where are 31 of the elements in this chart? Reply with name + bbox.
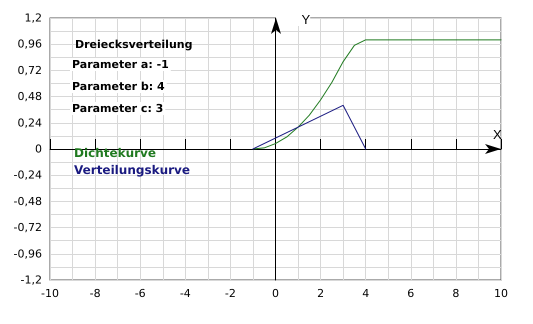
y-tick-label: 0,72	[18, 64, 42, 77]
y-tick-label: -0,24	[14, 168, 42, 182]
x-tick-label: -6	[134, 287, 146, 300]
annotation: Parameter c: 3	[72, 102, 164, 115]
y-tick-label: 0,24	[18, 116, 42, 130]
x-tick-label: 2	[317, 287, 324, 300]
line-series	[252, 39, 502, 150]
x-axis-title: X	[493, 127, 502, 142]
y-tick-label: -0,72	[14, 221, 42, 234]
y-tick-label: -1,2	[20, 274, 42, 286]
x-tick-label: 8	[452, 287, 460, 300]
x-tick-label: 6	[407, 287, 414, 300]
text: Verteilungskurve	[74, 163, 190, 177]
x-tick-label: -2	[224, 287, 236, 300]
x-tick-label: -4	[180, 287, 191, 300]
y-tick-label: -0,96	[14, 247, 42, 260]
x-tick-label: 4	[362, 287, 370, 300]
y-tick-label: 0,96	[18, 38, 42, 51]
x-tick-label: 0	[272, 287, 279, 300]
annotation: Parameter b: 4	[72, 80, 166, 93]
x-tick-label: -10	[41, 287, 59, 300]
x-tick-label: 10	[494, 287, 508, 300]
y-tick-label: 1,2	[24, 12, 42, 24]
y-tick-label: 0	[35, 142, 42, 156]
y-axis-title: Y	[302, 12, 310, 27]
x-tick-label: -8	[90, 287, 101, 300]
annotation: Parameter a: -1	[72, 58, 169, 71]
y-tick-label: 0,48	[18, 90, 42, 104]
y-tick-label: -0,48	[14, 194, 42, 208]
text: Dreiecksverteilung	[75, 38, 192, 51]
text: Dichtekurve	[74, 146, 156, 160]
